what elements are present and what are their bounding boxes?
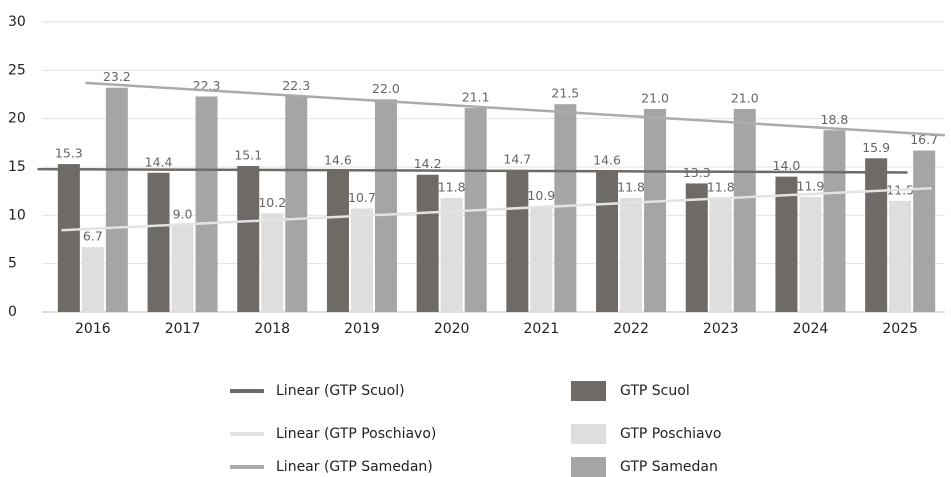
- bar: [440, 197, 463, 312]
- bar: [865, 158, 888, 312]
- bar: [171, 225, 194, 312]
- value-label: 10.7: [348, 190, 376, 205]
- bar: [237, 166, 260, 312]
- y-tick-label: 0: [8, 304, 17, 320]
- x-tick-label: 2021: [524, 321, 560, 337]
- bar: [823, 130, 846, 312]
- bar: [57, 164, 80, 312]
- bar: [889, 200, 912, 312]
- bar: [709, 197, 732, 312]
- x-tick-label: 2017: [165, 321, 201, 337]
- legend-label: GTP Samedan: [620, 459, 718, 475]
- value-label: 22.0: [372, 81, 400, 96]
- value-label: 11.8: [707, 179, 735, 194]
- legend-swatch: [571, 457, 606, 477]
- legend-label: Linear (GTP Poschiavo): [276, 426, 436, 442]
- bar: [799, 196, 822, 312]
- x-tick-label: 2023: [703, 321, 739, 337]
- value-label: 15.1: [234, 148, 262, 163]
- legend-swatch: [571, 424, 606, 444]
- y-tick-label: 20: [8, 111, 26, 127]
- value-label: 9.0: [173, 207, 193, 222]
- x-tick-label: 2019: [344, 321, 380, 337]
- value-label: 6.7: [83, 229, 103, 244]
- legend-label: GTP Scuol: [620, 383, 690, 399]
- bar: [374, 99, 397, 312]
- bar: [775, 176, 798, 312]
- value-label: 14.6: [593, 152, 621, 167]
- value-label: 14.7: [503, 151, 531, 166]
- bar: [685, 183, 708, 312]
- value-label: 14.0: [773, 158, 801, 173]
- bar: [913, 150, 936, 312]
- x-tick-label: 2022: [613, 321, 649, 337]
- value-label: 18.8: [821, 112, 849, 127]
- bar: [733, 109, 756, 312]
- value-label: 11.9: [797, 178, 825, 193]
- bar: [554, 104, 577, 313]
- y-tick-label: 25: [8, 62, 26, 78]
- legend-label: Linear (GTP Scuol): [276, 383, 405, 399]
- value-label: 11.8: [438, 179, 466, 194]
- value-label: 21.0: [641, 91, 669, 106]
- bar: [644, 109, 667, 312]
- trendline: [37, 167, 908, 174]
- bar: [261, 213, 284, 312]
- value-label: 15.3: [55, 146, 83, 161]
- bar: [147, 172, 170, 312]
- trendline: [85, 81, 946, 137]
- y-tick-label: 30: [8, 14, 26, 30]
- y-tick-label: 10: [8, 207, 26, 223]
- bar: [81, 247, 104, 312]
- bar: [285, 96, 308, 312]
- bar: [620, 197, 643, 312]
- y-tick-label: 5: [8, 256, 17, 272]
- value-label: 14.4: [145, 154, 173, 169]
- trendline: [61, 186, 932, 232]
- legend-label: Linear (GTP Samedan): [276, 459, 433, 475]
- x-tick-label: 2016: [75, 321, 111, 337]
- value-label: 23.2: [103, 69, 131, 84]
- bar: [506, 169, 529, 312]
- bar: [105, 87, 128, 312]
- bar: [195, 96, 218, 312]
- value-label: 21.0: [731, 91, 759, 106]
- value-label: 11.8: [617, 179, 645, 194]
- legend-swatch: [571, 381, 606, 401]
- x-tick-label: 2025: [882, 321, 918, 337]
- value-label: 10.9: [527, 188, 555, 203]
- bar: [416, 174, 439, 312]
- value-label: 14.2: [414, 156, 442, 171]
- value-label: 10.2: [258, 195, 286, 210]
- value-label: 16.7: [910, 132, 938, 147]
- bar: [530, 206, 553, 312]
- value-label: 22.3: [282, 78, 310, 93]
- bar: [350, 208, 373, 312]
- y-tick-label: 15: [8, 159, 26, 175]
- x-tick-label: 2024: [793, 321, 829, 337]
- legend-label: GTP Poschiavo: [620, 426, 722, 442]
- value-label: 15.9: [862, 140, 890, 155]
- value-label: 21.5: [551, 86, 579, 101]
- x-tick-label: 2018: [254, 321, 290, 337]
- bar: [326, 170, 349, 312]
- x-tick-label: 2020: [434, 321, 470, 337]
- value-label: 21.1: [462, 90, 490, 105]
- value-label: 14.6: [324, 152, 352, 167]
- bar: [596, 170, 619, 312]
